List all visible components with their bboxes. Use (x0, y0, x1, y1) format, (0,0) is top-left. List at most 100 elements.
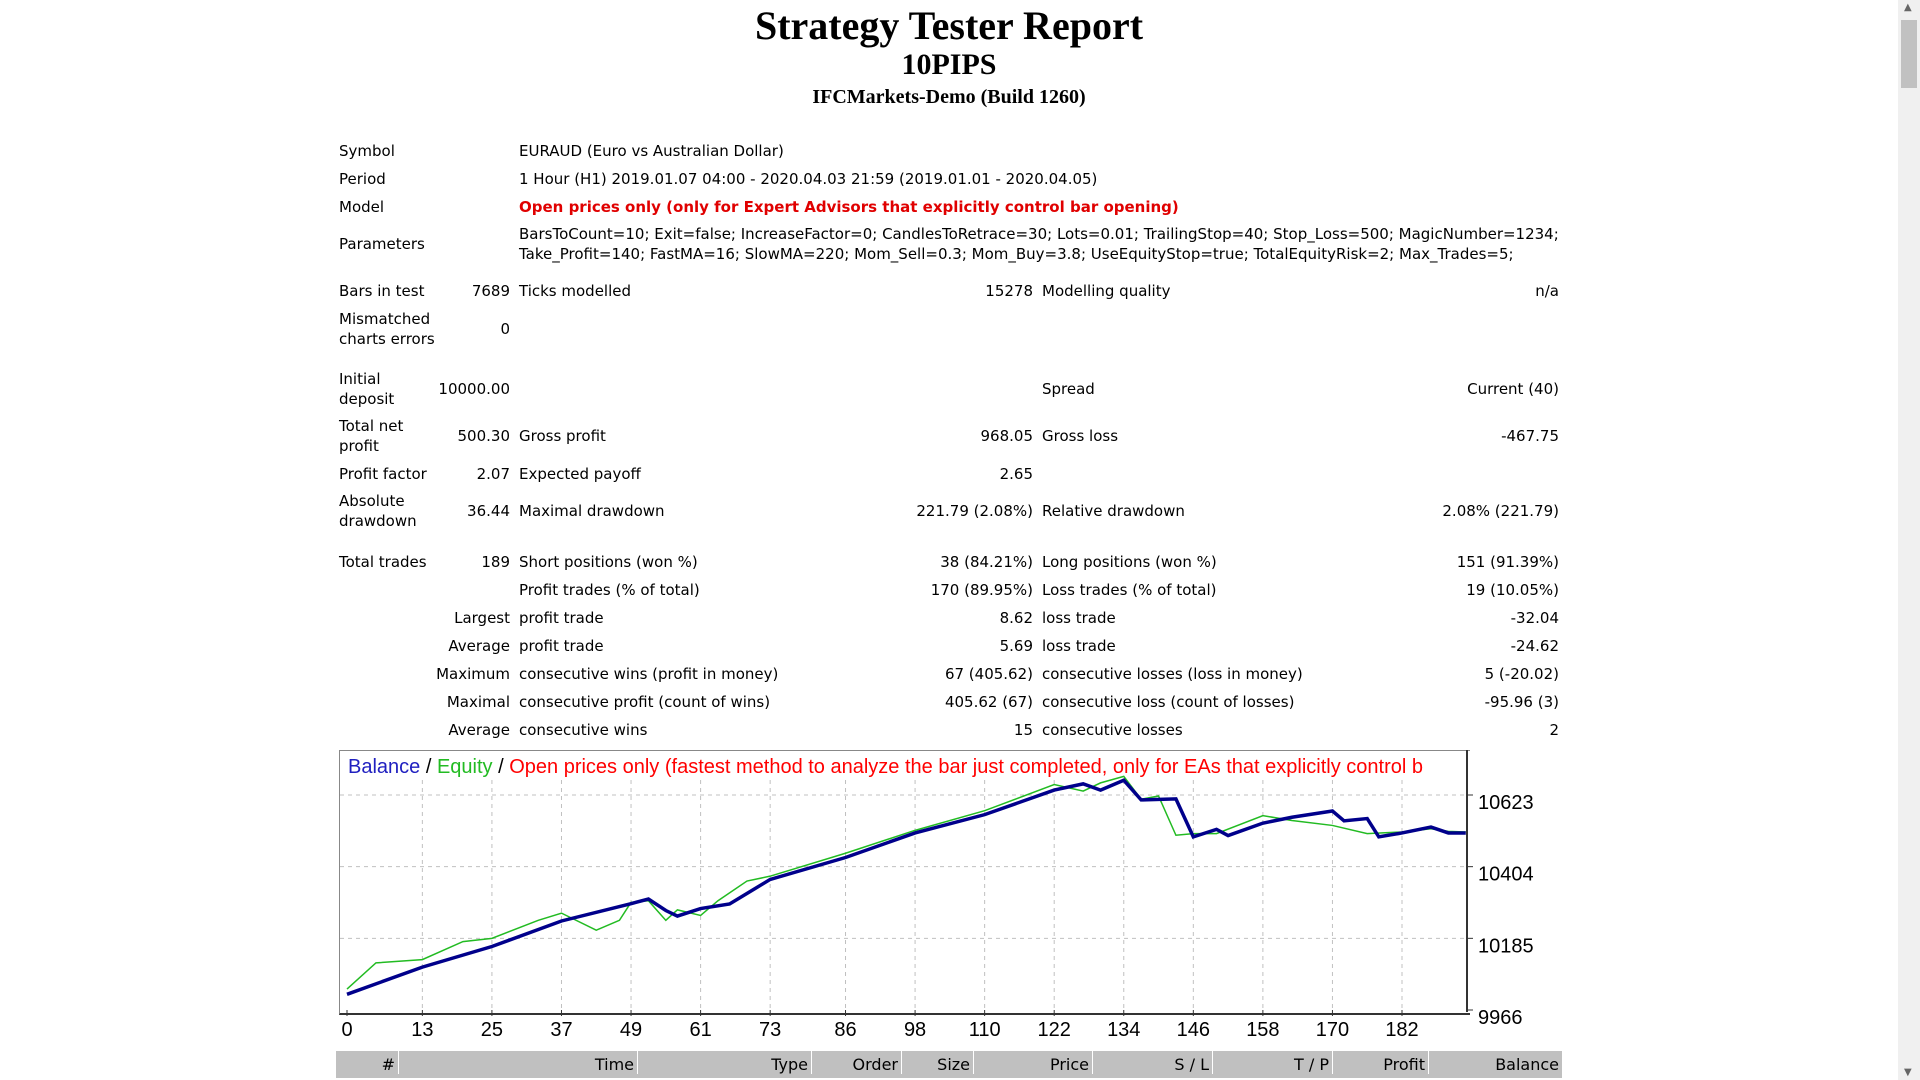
y-tick-label: 10185 (1478, 935, 1534, 957)
profit-trades-label: Profit trades (% of total) (519, 581, 700, 599)
ticks-value: 15278 (985, 282, 1033, 300)
gross-profit-label: Gross profit (519, 427, 606, 445)
maximal-drawdown-label: Maximal drawdown (519, 502, 665, 520)
max-losses-value: 5 (-20.02) (1484, 665, 1559, 683)
short-positions-value: 38 (84.21%) (940, 553, 1033, 571)
avg-wins-value: 15 (1013, 721, 1033, 739)
x-tick-label: 98 (904, 1019, 926, 1041)
long-positions-value: 151 (91.39%) (1456, 553, 1559, 571)
quality-value: n/a (1535, 282, 1559, 300)
col-price: Price (973, 1051, 1092, 1074)
y-tick-label: 10623 (1478, 792, 1534, 814)
gross-loss-label: Gross loss (1042, 427, 1119, 445)
x-tick-label: 158 (1246, 1019, 1279, 1041)
maximal-profit-value: 405.62 (67) (944, 693, 1033, 711)
report-title: Strategy Tester Report (754, 3, 1144, 48)
col-order: Order (811, 1051, 901, 1074)
total-trades-label: Total trades (339, 553, 427, 571)
mismatch-value: 0 (500, 320, 510, 338)
maximal-drawdown-value: 221.79 (2.08%) (916, 502, 1033, 520)
x-tick-label: 134 (1107, 1019, 1140, 1041)
balance-line (346, 778, 1466, 996)
expert-name: 10PIPS (901, 48, 997, 81)
x-tick-label: 146 (1177, 1019, 1210, 1041)
deposit-value: 10000.00 (438, 380, 510, 398)
chart-legend: Balance / Equity / Open prices only (fas… (348, 756, 1468, 779)
maximum-label: Maximum (436, 665, 510, 683)
y-tick-label: 9966 (1478, 1007, 1523, 1029)
symbol-label: Symbol (339, 142, 395, 160)
absolute-drawdown-value: 36.44 (467, 502, 510, 520)
relative-drawdown-label: Relative drawdown (1042, 502, 1185, 520)
server-build: IFCMarkets-Demo (Build 1260) (812, 86, 1086, 108)
x-tick-label: 25 (481, 1019, 503, 1041)
max-wins-value: 67 (405.62) (944, 665, 1033, 683)
largest-profit-value: 8.62 (999, 609, 1033, 627)
maximal-loss-label: consecutive loss (count of losses) (1042, 693, 1295, 711)
expected-payoff-label: Expected payoff (519, 465, 641, 483)
col-profit: Profit (1332, 1051, 1428, 1074)
net-profit-value: 500.30 (457, 427, 511, 445)
net-profit-label: Total net (339, 417, 404, 435)
loss-trades-label: Loss trades (% of total) (1042, 581, 1217, 599)
x-tick-label: 122 (1038, 1019, 1071, 1041)
scrollbar-thumb[interactable] (1901, 20, 1917, 88)
x-tick-label: 61 (689, 1019, 711, 1041)
trades-table-header: # Time Type Order Size Price S / L T / P… (336, 1051, 1562, 1078)
long-positions-label: Long positions (won %) (1042, 553, 1217, 571)
bars-label: Bars in test (339, 282, 425, 300)
vertical-scrollbar[interactable]: ▲ ▼ (1898, 0, 1920, 1080)
x-tick-label: 110 (969, 1019, 1001, 1041)
scroll-down-icon[interactable]: ▼ (1904, 1067, 1912, 1078)
average-loss-label: loss trade (1042, 637, 1116, 655)
average-consecutive-label: Average (448, 721, 510, 739)
profit-trades-value: 170 (89.95%) (930, 581, 1033, 599)
model-label: Model (339, 198, 385, 216)
maximal-profit-label: consecutive profit (count of wins) (519, 693, 771, 711)
col-sl: S / L (1092, 1051, 1212, 1074)
parameters-label: Parameters (339, 235, 425, 253)
balance-chart-frame (339, 750, 1470, 1015)
profit-factor-label: Profit factor (339, 465, 427, 483)
x-tick-label: 37 (550, 1019, 572, 1041)
scroll-up-icon[interactable]: ▲ (1904, 2, 1912, 13)
col-size: Size (901, 1051, 973, 1074)
short-positions-label: Short positions (won %) (519, 553, 698, 571)
x-tick-label: 86 (834, 1019, 856, 1041)
period-value: 1 Hour (H1) 2019.01.07 04:00 - 2020.04.0… (519, 170, 1098, 188)
net-profit-label-2: profit (339, 437, 379, 455)
balance-equity-chart: 0 13 25 37 49 61 73 86 98 110 122 134 146 158 170 182 99… (340, 750, 1534, 1041)
max-wins-label: consecutive wins (profit in money) (519, 665, 779, 683)
largest-label: Largest (454, 609, 510, 627)
legend-balance: Balance (348, 756, 421, 778)
gross-loss-value: -467.75 (1501, 427, 1559, 445)
average-loss-value: -24.62 (1510, 637, 1559, 655)
x-tick-label: 0 (341, 1019, 352, 1041)
spread-label: Spread (1042, 380, 1095, 398)
mismatch-label-2: charts errors (339, 330, 435, 348)
largest-loss-value: -32.04 (1510, 609, 1559, 627)
gross-profit-value: 968.05 (980, 427, 1034, 445)
avg-wins-label: consecutive wins (519, 721, 648, 739)
largest-loss-label: loss trade (1042, 609, 1116, 627)
x-tick-label: 170 (1316, 1019, 1349, 1041)
average-profit-value: 5.69 (999, 637, 1033, 655)
largest-profit-label: profit trade (519, 609, 604, 627)
total-trades-value: 189 (481, 553, 510, 571)
quality-label: Modelling quality (1042, 282, 1171, 300)
x-tick-label: 13 (411, 1019, 433, 1041)
model-value: Open prices only (only for Expert Adviso… (519, 198, 1179, 216)
legend-model: Open prices only (fastest method to anal… (509, 756, 1424, 778)
col-tp: T / P (1212, 1051, 1332, 1074)
col-time: Time (398, 1051, 637, 1074)
avg-losses-value: 2 (1549, 721, 1559, 739)
maximal-loss-value: -95.96 (3) (1484, 693, 1559, 711)
x-tick-label: 182 (1385, 1019, 1418, 1041)
col-balance: Balance (1428, 1051, 1562, 1074)
spread-value: Current (40) (1467, 380, 1559, 398)
expected-payoff-value: 2.65 (999, 465, 1033, 483)
profit-factor-value: 2.07 (476, 465, 510, 483)
equity-line (346, 775, 1466, 990)
absolute-drawdown-label: Absolute (339, 492, 405, 510)
avg-losses-label: consecutive losses (1042, 721, 1183, 739)
